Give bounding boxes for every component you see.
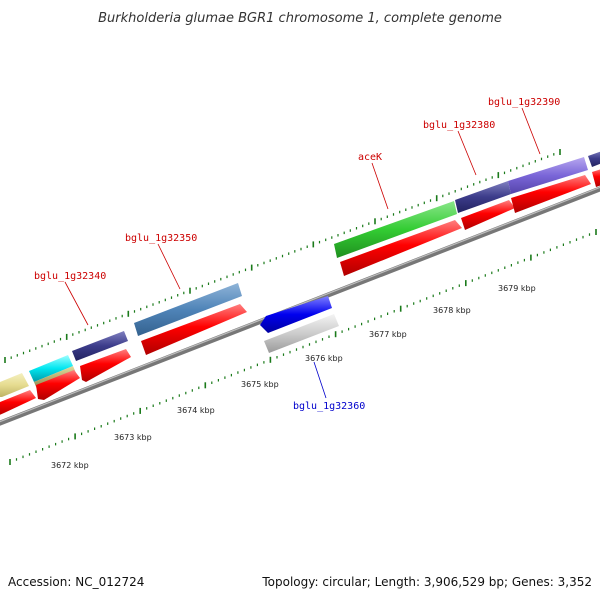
forward-genes-outer-track xyxy=(0,151,600,397)
cds-arrow xyxy=(340,220,462,276)
ruler-label: 3676 kbp xyxy=(305,354,343,363)
cds-arrow xyxy=(511,175,591,213)
gene-track-ticks xyxy=(4,149,561,363)
gene-label[interactable]: bglu_1g32350 xyxy=(125,233,197,244)
ruler-label: 3674 kbp xyxy=(177,406,215,415)
gene-feature-purple-bglu_1g32390 xyxy=(508,157,588,194)
reverse-genes-track xyxy=(260,296,339,353)
gene-label[interactable]: bglu_1g32340 xyxy=(34,271,106,282)
ruler-label: 3675 kbp xyxy=(241,380,279,389)
cds-arrow xyxy=(36,370,80,400)
genome-summary-text: Topology: circular; Length: 3,906,529 bp… xyxy=(261,575,592,589)
gene-feature-blue-bglu_1g32360 xyxy=(260,296,332,333)
gene-feature-navy-small xyxy=(72,331,128,361)
cds-track xyxy=(0,169,600,415)
ruler-label: 3679 kbp xyxy=(498,284,536,293)
gene-feature-navy-bglu_1g32380 xyxy=(455,181,511,213)
cds-arrow xyxy=(141,304,247,355)
gene-labels: bglu_1g32340 bglu_1g32350 aceK bglu_1g32… xyxy=(34,97,560,412)
leader-line xyxy=(157,243,181,290)
gene-feature-steelblue-bglu_1g32350 xyxy=(134,283,242,336)
ruler-labels: 3672 kbp 3673 kbp 3674 kbp 3675 kbp 3676… xyxy=(51,284,536,470)
leader-line xyxy=(521,107,541,155)
leader-line xyxy=(313,361,327,399)
cds-arrow xyxy=(461,200,515,230)
gene-feature-grey-reverse xyxy=(264,314,339,353)
gene-feature-navy-edge xyxy=(588,151,600,167)
gene-label[interactable]: bglu_1g32380 xyxy=(423,120,495,131)
gene-label[interactable]: bglu_1g32390 xyxy=(488,97,560,108)
cds-arrow xyxy=(0,390,36,415)
gene-feature-khaki xyxy=(0,373,29,397)
gene-label[interactable]: aceK xyxy=(358,152,382,163)
leader-line xyxy=(371,162,389,210)
genome-backbone-highlight xyxy=(0,186,600,423)
ruler-label: 3672 kbp xyxy=(51,461,89,470)
accession-text: Accession: NC_012724 xyxy=(8,575,144,589)
gene-label[interactable]: bglu_1g32360 xyxy=(293,401,365,412)
ruler-label: 3673 kbp xyxy=(114,433,152,442)
ruler-label: 3677 kbp xyxy=(369,330,407,339)
ruler-label: 3678 kbp xyxy=(433,306,471,315)
map-title: Burkholderia glumae BGR1 chromosome 1, c… xyxy=(98,11,502,26)
ruler-ticks xyxy=(9,229,597,465)
gene-feature-green-aceK xyxy=(334,201,457,258)
leader-line xyxy=(64,281,89,326)
cds-arrow xyxy=(592,169,600,187)
label-leaders xyxy=(64,107,541,399)
gene-feature-cyan xyxy=(29,355,73,382)
cds-arrow xyxy=(80,349,131,382)
leader-line xyxy=(457,130,477,176)
